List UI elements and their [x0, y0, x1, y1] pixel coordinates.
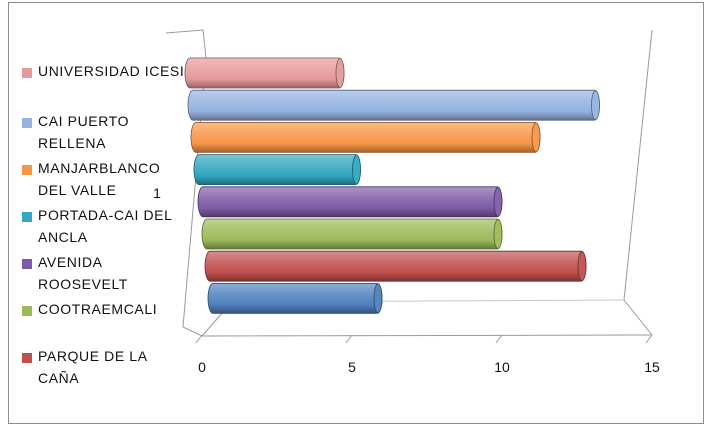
legend-entry: CAI PUERTO RELLENA [22, 113, 190, 154]
bar-cap-3 [352, 154, 361, 185]
gridline-depth-10 [495, 334, 503, 344]
bar-body-1 [187, 89, 600, 121]
back-wall-right [623, 29, 653, 336]
bar-body-0 [184, 57, 345, 89]
legend-label: UNIVERSIDAD ICESI [38, 63, 185, 79]
bar-body-2 [190, 122, 541, 153]
bar-cap-0 [335, 58, 345, 88]
bar-cap-5 [493, 219, 503, 249]
legend-swatch [22, 306, 32, 316]
legend-label: PARQUE DE LA CAÑA [38, 348, 147, 386]
bar-series-8 [207, 282, 383, 314]
legend-label: PORTADA-CAI DEL ANCLA [38, 207, 172, 245]
bar-body-5 [201, 218, 503, 250]
bar-universidad-icesi [184, 57, 345, 89]
bar-cai-puerto-rellena [187, 89, 600, 121]
legend-swatch [22, 353, 32, 363]
bar-cap-1 [591, 90, 600, 121]
bar-cootraemcali [201, 218, 503, 250]
bar-body-3 [193, 154, 361, 186]
x-tick-label-15: 15 [644, 359, 660, 375]
legend-label: CAI PUERTO RELLENA [38, 113, 130, 151]
legend-label: COOTRAEMCALI [38, 301, 158, 317]
legend-entry: AVENIDA ROOSEVELT [22, 254, 190, 295]
bar-cap-2 [531, 122, 541, 153]
legend-entry: COOTRAEMCALI [22, 301, 190, 320]
legend-swatch [22, 68, 32, 78]
bar-manjarblanco-del-valle [190, 122, 541, 153]
bar-avenida-roosevelt [197, 186, 503, 218]
bar-cap-7 [373, 283, 383, 314]
bar-parque-de-la-ca-a [204, 250, 587, 282]
bar-cap-6 [577, 251, 587, 282]
legend-label: AVENIDA ROOSEVELT [38, 254, 128, 292]
bar-body-6 [204, 250, 587, 282]
legend-swatch [22, 259, 32, 269]
legend-swatch [22, 165, 32, 175]
bar-portada-cai-del-ancla [193, 154, 361, 186]
legend-swatch [22, 212, 32, 222]
floor-front-edge [201, 334, 653, 337]
legend-label: MANJARBLANCO DEL VALLE [38, 160, 161, 198]
gridline-depth-0 [195, 334, 203, 344]
legend-entry: PORTADA-CAI DEL ANCLA [22, 207, 190, 248]
x-tick-label-5: 5 [348, 359, 356, 375]
bar-body-4 [197, 186, 503, 218]
bar-body-7 [207, 282, 383, 314]
gridline-depth-5 [345, 334, 353, 344]
legend-entry: PARQUE DE LA CAÑA [22, 348, 190, 389]
bar-cap-4 [493, 186, 503, 217]
legend-entry: MANJARBLANCO DEL VALLE [22, 160, 190, 201]
legend-swatch [22, 118, 32, 128]
category-axis-label: 1 [153, 185, 161, 201]
back-wall-left [165, 29, 233, 337]
legend-entry: UNIVERSIDAD ICESI [22, 63, 190, 82]
x-tick-label-10: 10 [494, 359, 510, 375]
gridline-depth-15 [645, 334, 653, 344]
x-tick-label-0: 0 [198, 359, 206, 375]
